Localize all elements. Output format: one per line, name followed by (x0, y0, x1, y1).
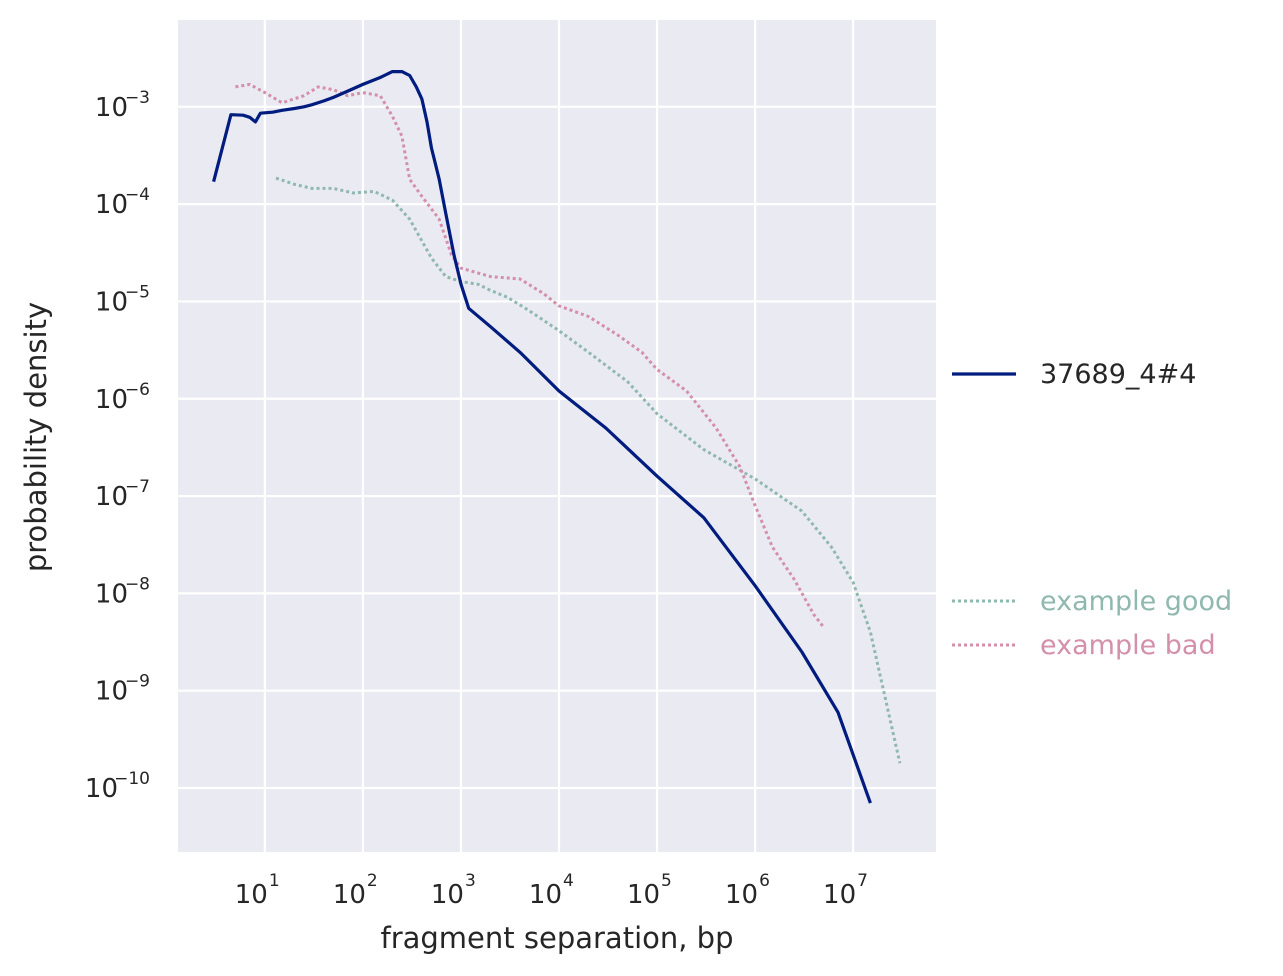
y-tick-label: −710 (95, 477, 150, 512)
series-line-37689-4-4 (212, 70, 872, 804)
legend-entry: example good (952, 586, 1232, 617)
y-tick-exponent: −6 (125, 380, 150, 400)
x-tick-base: 10 (725, 880, 758, 910)
x-tick-label: 10 3 (431, 871, 476, 910)
y-tick-base: 10 (95, 482, 128, 512)
x-tick-base: 10 (431, 880, 464, 910)
y-tick-base: 10 (95, 287, 128, 317)
x-tick-exponent: 7 (857, 871, 868, 891)
y-tick-base: 10 (95, 93, 128, 123)
y-tick-exponent: −5 (125, 282, 150, 302)
x-tick-label: 10 7 (823, 871, 868, 910)
x-tick-label: 10 1 (235, 871, 280, 910)
x-tick-exponent: 2 (367, 871, 378, 891)
x-tick-exponent: 4 (563, 871, 574, 891)
x-tick-base: 10 (333, 880, 366, 910)
x-tick-label: 10 2 (333, 871, 378, 910)
x-axis-ticks: 10 1 10 2 10 3 10 4 10 5 10 6 10 7 (235, 871, 868, 910)
legend-label: example bad (1040, 630, 1216, 661)
y-tick-base: 10 (95, 190, 128, 220)
series-line-example-good (275, 176, 902, 764)
legend-label: 37689_4#4 (1040, 359, 1196, 390)
grid (178, 20, 936, 852)
x-tick-base: 10 (823, 880, 856, 910)
x-tick-exponent: 5 (661, 871, 672, 891)
x-tick-label: 10 5 (627, 871, 672, 910)
y-tick-label: −610 (95, 380, 150, 415)
x-tick-base: 10 (235, 880, 268, 910)
legend-label: example good (1040, 586, 1232, 617)
series-layer (212, 70, 902, 804)
y-tick-label: −410 (95, 185, 150, 220)
y-axis-label: probability density (19, 302, 53, 572)
x-axis-label: fragment separation, bp (381, 921, 734, 955)
x-tick-base: 10 (529, 880, 562, 910)
x-tick-label: 10 4 (529, 871, 574, 910)
y-tick-base: 10 (95, 385, 128, 415)
y-tick-exponent: −10 (114, 769, 150, 789)
y-tick-exponent: −8 (125, 574, 150, 594)
y-tick-base: 10 (95, 579, 128, 609)
y-tick-exponent: −7 (125, 477, 150, 497)
y-tick-label: −910 (95, 672, 150, 707)
y-tick-base: 10 (85, 774, 118, 804)
y-tick-exponent: −3 (125, 88, 150, 108)
legend-entry: 37689_4#4 (952, 359, 1196, 390)
x-tick-base: 10 (627, 880, 660, 910)
y-tick-label: −510 (95, 282, 150, 317)
y-tick-exponent: −9 (125, 672, 150, 692)
series-line-example-bad (235, 82, 825, 629)
x-tick-label: 10 6 (725, 871, 770, 910)
plot-background (178, 20, 936, 852)
y-tick-base: 10 (95, 677, 128, 707)
y-tick-label: −810 (95, 574, 150, 609)
x-tick-exponent: 1 (269, 871, 280, 891)
x-tick-exponent: 6 (759, 871, 770, 891)
legend-entry: example bad (952, 630, 1216, 661)
x-tick-exponent: 3 (465, 871, 476, 891)
y-tick-exponent: −4 (125, 185, 150, 205)
y-tick-label: −310 (95, 88, 150, 123)
